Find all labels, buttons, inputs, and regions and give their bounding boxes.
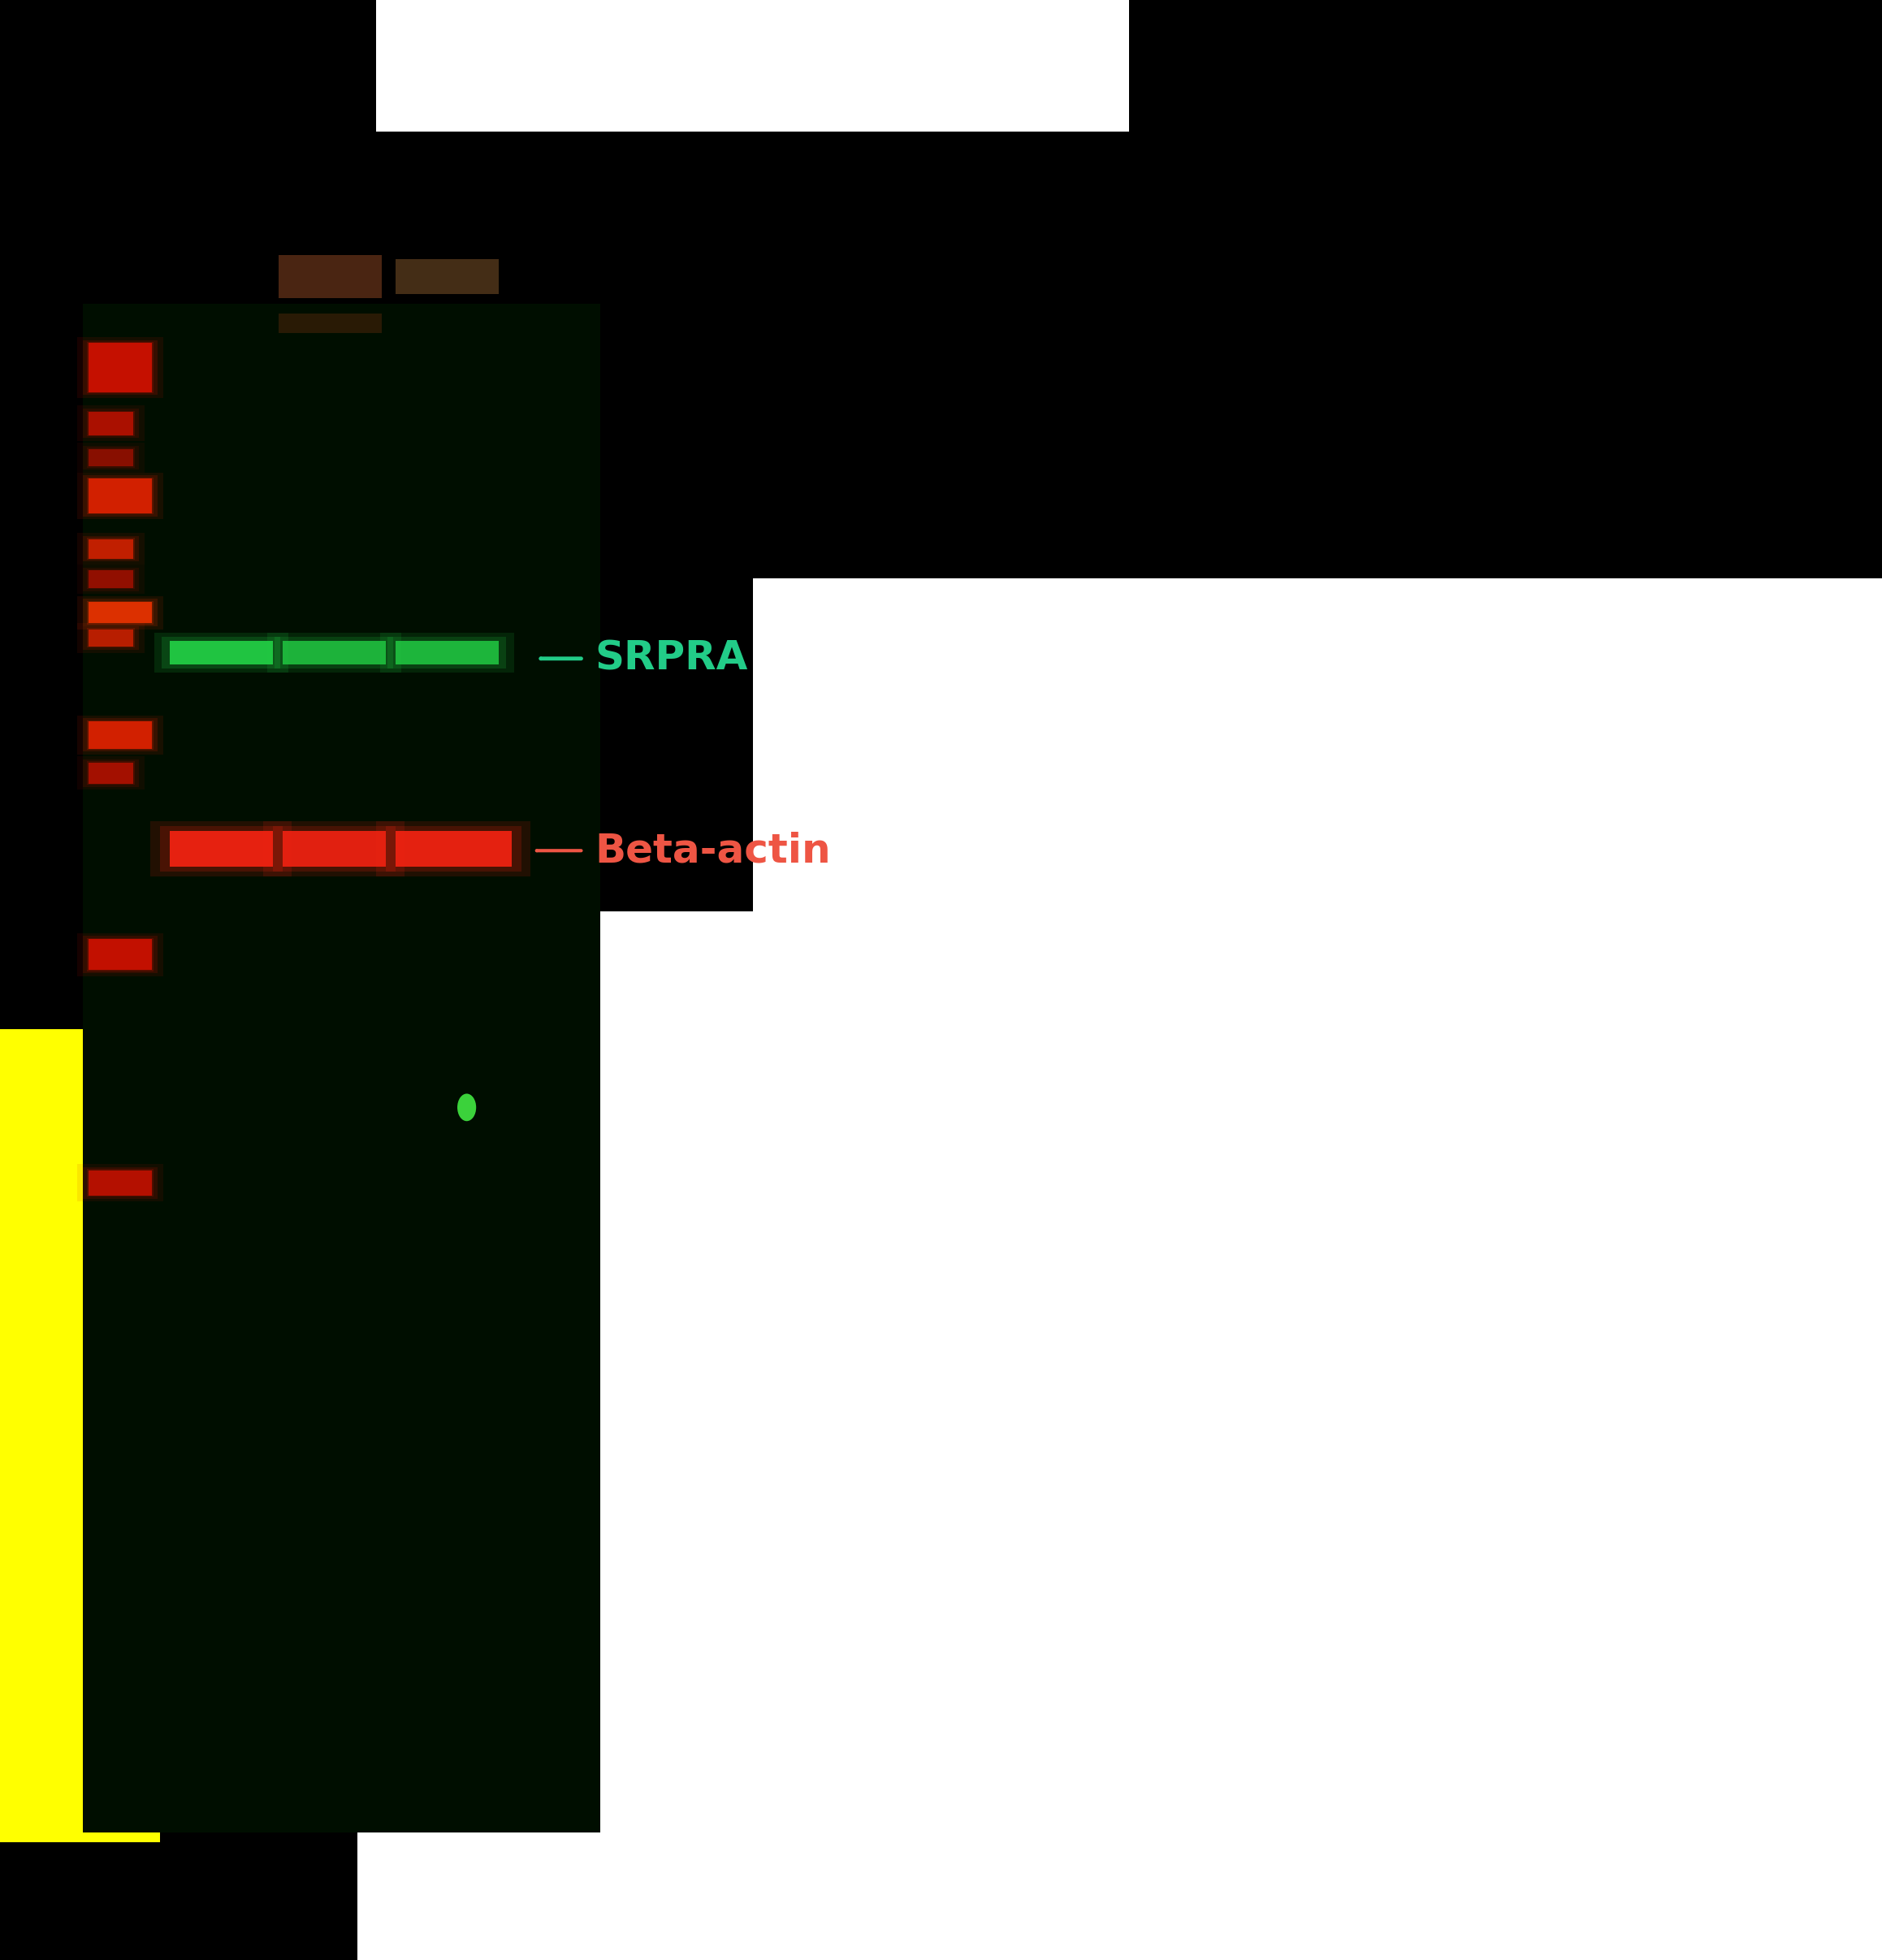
Bar xyxy=(77,564,145,594)
Bar xyxy=(162,637,280,668)
Bar xyxy=(87,478,154,514)
Bar xyxy=(160,827,282,870)
Bar xyxy=(358,911,1882,1960)
Bar xyxy=(88,1170,152,1196)
Bar xyxy=(88,629,134,647)
Bar xyxy=(267,633,401,672)
Bar xyxy=(87,568,136,588)
Bar xyxy=(282,831,386,866)
Bar xyxy=(88,343,152,392)
Bar xyxy=(395,641,499,664)
Bar xyxy=(88,478,152,514)
Bar xyxy=(151,821,292,876)
Bar xyxy=(753,578,1882,911)
Bar xyxy=(169,641,273,664)
Bar xyxy=(87,1168,154,1196)
Bar xyxy=(77,715,164,755)
Bar xyxy=(83,537,139,561)
Bar xyxy=(77,933,164,976)
Bar xyxy=(77,443,145,472)
Bar xyxy=(273,827,395,870)
Bar xyxy=(87,760,136,784)
Bar xyxy=(83,339,158,394)
Bar xyxy=(83,1166,158,1198)
Bar xyxy=(87,600,154,623)
Bar xyxy=(154,633,288,672)
Bar xyxy=(380,633,514,672)
Bar xyxy=(395,831,512,866)
Bar xyxy=(83,476,158,515)
Bar xyxy=(88,762,134,784)
Bar xyxy=(395,259,499,294)
Bar xyxy=(83,937,158,974)
Bar xyxy=(83,759,139,786)
Bar xyxy=(87,410,136,435)
Bar xyxy=(279,255,382,298)
Bar xyxy=(376,0,1129,131)
Bar xyxy=(88,539,134,559)
Bar xyxy=(83,445,139,468)
Bar xyxy=(386,827,521,870)
Bar xyxy=(77,623,145,653)
Text: Beta-actin: Beta-actin xyxy=(595,831,830,870)
Bar xyxy=(88,939,152,970)
Bar xyxy=(88,570,134,588)
Bar xyxy=(83,717,158,751)
Bar xyxy=(87,627,136,647)
Bar xyxy=(77,757,145,790)
Bar xyxy=(279,314,382,333)
Bar xyxy=(83,600,158,627)
Bar xyxy=(77,533,145,564)
Bar xyxy=(88,412,134,435)
Bar xyxy=(88,602,152,623)
Bar xyxy=(169,831,273,866)
Bar xyxy=(87,939,154,972)
Bar xyxy=(77,1164,164,1201)
Bar xyxy=(263,821,405,876)
Bar xyxy=(0,1029,160,1842)
Bar xyxy=(388,637,506,668)
Bar xyxy=(87,447,136,466)
Bar xyxy=(77,596,164,629)
Bar xyxy=(83,568,139,592)
Bar xyxy=(83,625,139,649)
Bar xyxy=(88,721,152,749)
Text: SRPRA: SRPRA xyxy=(595,639,747,678)
Bar xyxy=(77,472,164,519)
Bar xyxy=(88,449,134,466)
Ellipse shape xyxy=(457,1094,476,1121)
Bar xyxy=(282,641,386,664)
Bar xyxy=(83,304,600,1833)
Bar xyxy=(77,406,145,441)
Bar xyxy=(83,304,600,1833)
Bar xyxy=(87,721,154,749)
Bar xyxy=(77,337,164,398)
Bar xyxy=(275,637,393,668)
Bar xyxy=(87,341,154,392)
Bar xyxy=(376,821,531,876)
Bar xyxy=(87,537,136,561)
Bar xyxy=(83,408,139,437)
